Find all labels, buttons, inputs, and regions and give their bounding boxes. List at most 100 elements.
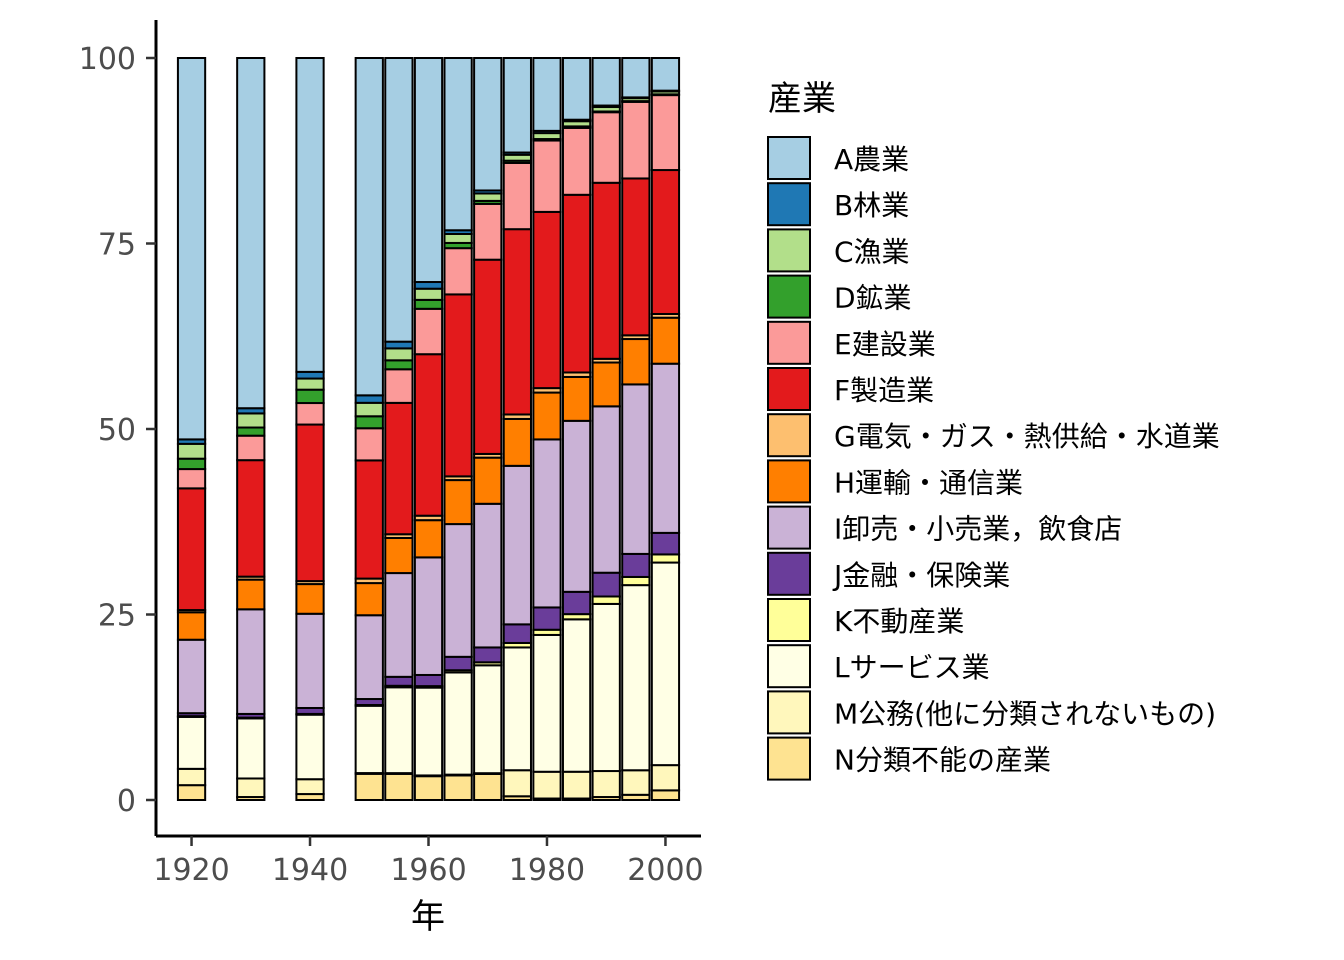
bar-segment-1930 [236, 459, 266, 578]
legend-label: A農業 [834, 143, 909, 176]
bar-segment-1995 [621, 177, 651, 337]
bar-segment-1980 [532, 139, 562, 213]
bar-segment-1985 [561, 419, 592, 593]
legend-swatch [767, 551, 811, 596]
bar-segment-1930 [236, 426, 266, 437]
legend-title: 産業 [768, 79, 836, 119]
bar-segment-1965 [443, 523, 473, 658]
bar-segment-1920 [176, 715, 207, 770]
legend-swatch [767, 136, 811, 180]
x-tick-label: 1960 [390, 853, 466, 888]
bar-segment-1975 [502, 623, 532, 644]
legend-label: Lサービス業 [834, 651, 990, 684]
bar-segment-1990 [591, 111, 621, 184]
bar-segment-2000 [650, 764, 681, 792]
bar-segment-1930 [236, 777, 266, 799]
y-tick-label: 100 [79, 42, 136, 77]
bar-segment-1960 [413, 287, 444, 301]
legend-swatch [767, 505, 811, 550]
legend-label: B林業 [834, 189, 909, 222]
bar-segment-1990 [591, 405, 621, 574]
bar-segment-1955 [384, 536, 414, 575]
bar-segment-1970 [473, 57, 503, 192]
bar-segment-1990 [591, 181, 621, 360]
bar-segment-1920 [176, 468, 207, 490]
bar-segment-1955 [384, 347, 414, 362]
bar-segment-1960 [413, 57, 444, 284]
legend-swatch [767, 459, 811, 504]
bar-segment-1950 [354, 415, 384, 430]
bar-segment-1950 [354, 772, 384, 802]
bar-segment-1965 [443, 671, 473, 776]
bar-segment-1930 [236, 412, 266, 429]
bar-segment-1940 [295, 612, 325, 709]
bar-segment-1940 [295, 370, 325, 380]
bar-segment-1930 [236, 434, 266, 462]
bar-segment-1965 [443, 655, 473, 672]
bar-segment-1960 [413, 298, 444, 310]
bar-segment-1995 [621, 383, 651, 555]
bar-segment-1980 [532, 210, 562, 390]
bar-segment-1965 [443, 232, 473, 244]
legend-swatch [767, 736, 811, 781]
legend: 産業 A農業 B林業 C漁業 D鉱業 E建設業 F製造業 G電気・ガス・熱供給・水道業 H運輸… [767, 79, 1220, 781]
x-axis-title: 年 [411, 897, 445, 937]
legend-label: I卸売・小売業，飲食店 [834, 513, 1122, 546]
bar-segment-1960 [413, 281, 444, 290]
bar-segment-1960 [413, 673, 444, 688]
legend-label: G電気・ガス・熱供給・水道業 [834, 420, 1220, 453]
bar-segment-1980 [532, 57, 562, 132]
bar-segment-1930 [236, 57, 266, 410]
bar-segment-1995 [621, 575, 651, 587]
bar-segment-1955 [384, 772, 414, 801]
bar-segment-1970 [473, 772, 503, 802]
legend-label: C漁業 [834, 235, 910, 268]
x-tick-label: 1940 [272, 853, 348, 888]
legend-label: M公務(他に分類されないもの) [834, 697, 1216, 730]
bar-segment-1960 [413, 353, 444, 517]
bar-segment-1995 [621, 57, 651, 99]
bar-segment-1980 [532, 606, 562, 631]
bar-segment-1930 [236, 608, 266, 715]
bar-segment-1965 [443, 57, 473, 232]
bar-segment-1950 [354, 394, 384, 404]
bar-segment-1990 [591, 770, 621, 799]
bar-segment-1990 [591, 595, 621, 605]
bar-segment-1940 [295, 713, 325, 781]
bar-segment-1970 [473, 202, 503, 261]
legend-swatch [767, 320, 811, 365]
bar-segment-2000 [650, 94, 681, 172]
bar-segment-1930 [236, 717, 266, 780]
y-tick-label: 0 [117, 784, 136, 819]
bar-segment-1950 [354, 459, 384, 580]
bar-segment-1955 [384, 686, 414, 775]
legend-label: J金融・保険業 [832, 559, 1010, 592]
legend-label: E建設業 [834, 328, 936, 361]
bar-segment-1960 [413, 556, 444, 676]
legend-swatch [767, 228, 811, 273]
bar-segment-1970 [473, 664, 503, 775]
bar-segment-2000 [650, 553, 681, 564]
bar-segment-1940 [295, 57, 325, 373]
legend-swatch [767, 367, 811, 411]
bar-segment-1955 [384, 368, 414, 404]
bar-segment-1920 [176, 638, 207, 715]
bar-segment-1960 [413, 519, 444, 559]
bar-segment-1930 [236, 578, 266, 611]
bars-layer [176, 57, 681, 802]
bar-segment-1975 [502, 464, 532, 626]
bar-segment-2000 [650, 789, 681, 801]
legend-swatch [767, 413, 811, 458]
bar-segment-1975 [502, 228, 532, 416]
legend-swatch [767, 690, 811, 735]
bar-segment-1985 [561, 57, 592, 121]
bar-segment-2000 [650, 531, 681, 556]
bar-segment-1950 [354, 582, 384, 617]
bar-segment-1940 [295, 423, 325, 583]
bar-segment-1920 [176, 442, 207, 460]
bar-segment-1970 [473, 192, 503, 202]
bar-segment-1940 [295, 388, 325, 405]
x-tick-label: 1980 [509, 853, 585, 888]
bar-segment-1995 [621, 338, 651, 386]
